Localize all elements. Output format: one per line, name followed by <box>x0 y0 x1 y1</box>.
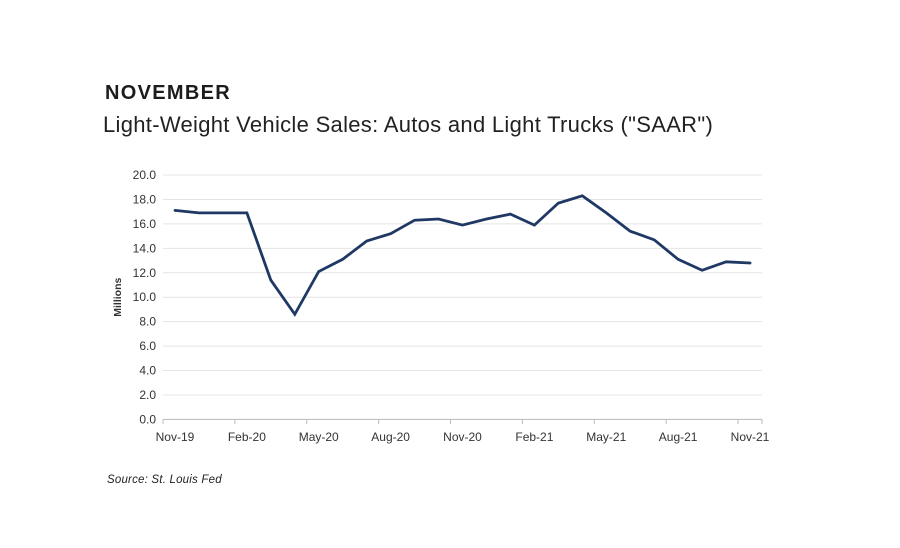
svg-text:May-20: May-20 <box>299 430 339 444</box>
svg-text:14.0: 14.0 <box>133 241 157 255</box>
svg-text:2.0: 2.0 <box>139 388 156 402</box>
y-axis-tick-labels: 0.0 2.0 4.0 6.0 8.0 10.0 12.0 14.0 16.0 18.0 20.0 <box>133 168 157 426</box>
chart-month-title: NOVEMBER <box>105 82 231 104</box>
svg-text:May-21: May-21 <box>586 430 626 444</box>
sales-trend-line <box>173 194 752 317</box>
svg-text:10.0: 10.0 <box>133 290 157 304</box>
svg-text:Nov-21: Nov-21 <box>731 430 770 444</box>
svg-text:6.0: 6.0 <box>139 339 156 353</box>
sales-line-chart: 0.0 2.0 4.0 6.0 8.0 10.0 12.0 14.0 16.0 18.0 20.0 N… <box>112 168 770 444</box>
x-axis-tick-labels: Nov-19 Feb-20 May-20 Aug-20 Nov-20 Feb-21 May-… <box>156 430 770 444</box>
svg-text:Feb-20: Feb-20 <box>228 430 266 444</box>
svg-text:Nov-19: Nov-19 <box>156 430 195 444</box>
svg-text:Nov-20: Nov-20 <box>443 430 482 444</box>
svg-text:16.0: 16.0 <box>133 217 157 231</box>
svg-text:20.0: 20.0 <box>133 168 157 182</box>
svg-text:8.0: 8.0 <box>139 315 156 329</box>
svg-text:Aug-20: Aug-20 <box>371 430 410 444</box>
y-gridlines <box>163 174 762 420</box>
svg-text:4.0: 4.0 <box>139 364 156 378</box>
chart-region: 0.0 2.0 4.0 6.0 8.0 10.0 12.0 14.0 16.0 18.0 20.0 N… <box>0 158 900 468</box>
svg-text:Aug-21: Aug-21 <box>659 430 698 444</box>
svg-text:18.0: 18.0 <box>133 192 157 206</box>
y-axis-title: Millions <box>112 278 124 317</box>
source-note: Source: St. Louis Fed <box>107 474 222 486</box>
svg-text:0.0: 0.0 <box>139 412 156 426</box>
svg-text:12.0: 12.0 <box>133 266 157 280</box>
svg-text:Feb-21: Feb-21 <box>515 430 553 444</box>
x-axis-ticks <box>162 419 763 424</box>
chart-title: Light-Weight Vehicle Sales: Autos and Li… <box>103 112 714 137</box>
